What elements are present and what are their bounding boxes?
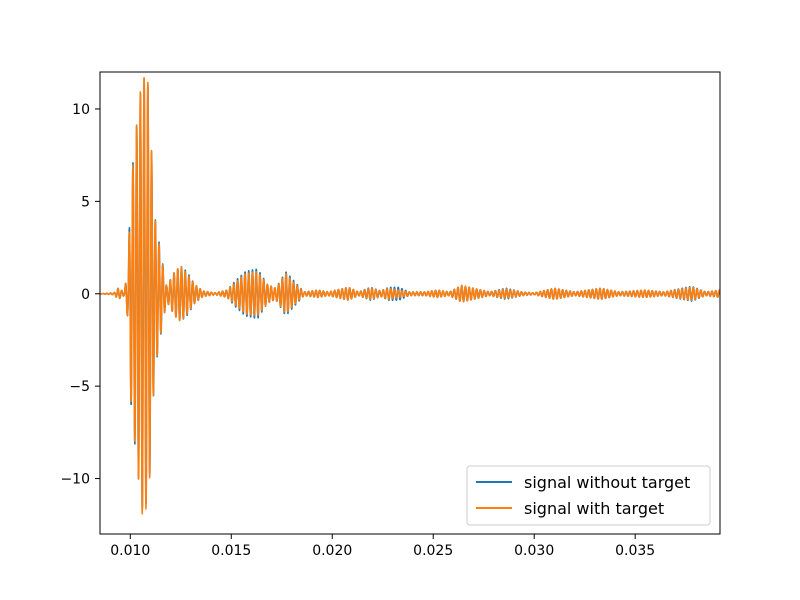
y-tick-label: 10 bbox=[72, 102, 90, 118]
series-layer bbox=[100, 77, 720, 515]
x-tick-label: 0.015 bbox=[211, 543, 251, 559]
x-tick-label: 0.030 bbox=[514, 543, 554, 559]
x-tick-label: 0.020 bbox=[312, 543, 352, 559]
plot-frame bbox=[99, 71, 721, 535]
legend-box bbox=[466, 465, 711, 526]
x-axis: 0.010 0.015 0.020 0.025 0.030 0.035 bbox=[110, 534, 655, 559]
plot-area bbox=[100, 72, 720, 534]
y-tick-label: −10 bbox=[60, 472, 90, 488]
x-tick-label: 0.010 bbox=[110, 543, 150, 559]
y-tick-label: 5 bbox=[81, 194, 90, 210]
x-tick-label: 0.035 bbox=[615, 543, 655, 559]
legend-label-signal-without-target: signal without target bbox=[524, 473, 690, 492]
y-axis: 10 5 0 −5 −10 bbox=[60, 102, 100, 488]
series-line-signal-with-target bbox=[100, 77, 720, 515]
legend-label-signal-with-target: signal with target bbox=[524, 499, 664, 518]
y-tick-label: −5 bbox=[69, 379, 90, 395]
legend: signal without target signal with target bbox=[466, 465, 711, 526]
y-tick-label: 0 bbox=[81, 287, 90, 303]
x-tick-label: 0.025 bbox=[413, 543, 453, 559]
